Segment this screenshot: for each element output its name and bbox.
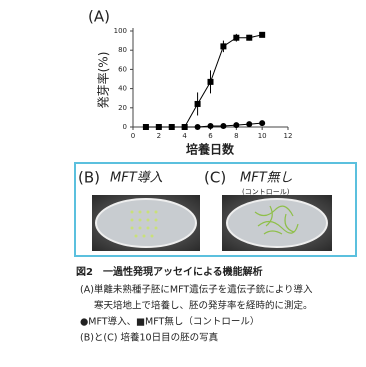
x-tick-label: 10 [258,132,267,140]
caption-line: (B)と(C) 培養10日目の胚の写真 [80,332,218,344]
caption-line: (A)単離未熟種子胚にMFT遺伝子を遺伝子銃により導入 [80,284,313,296]
x-tick-label: 12 [284,132,293,140]
series-line [145,122,263,128]
marker [207,123,214,130]
panel-a-label: (A) [88,8,110,26]
panel-b-label: (B) [78,169,100,187]
y-tick-label: 80 [118,46,127,54]
caption-line: 寒天培地上で培養し、胚の発芽率を経時的に測定。 [94,300,313,312]
caption-title: 図2 一過性発現アッセイによる機能解析 [76,265,263,278]
y-axis-label: 発芽率(%) [96,52,111,109]
petri-dish [226,198,328,248]
marker [220,123,227,130]
y-tick-label: 60 [118,65,127,73]
panel-b-title: MFT導入 [110,171,163,186]
y-tick-label: 20 [118,104,127,112]
panel-c-label: (C) [204,169,226,187]
marker [246,34,253,41]
series-line [145,34,263,128]
x-tick-label: 6 [208,132,213,140]
petri-dish [95,198,197,248]
seedlings [254,205,299,235]
marker [194,100,201,107]
marker [207,78,214,85]
y-tick-label: 0 [123,123,127,131]
marker [233,122,240,129]
marker [246,121,253,128]
y-tick-label: 40 [118,85,127,93]
marker [155,124,162,130]
marker [194,124,201,130]
marker [259,120,266,127]
marker [259,31,266,38]
x-tick-label: 8 [234,132,238,140]
x-tick-label: 0 [131,132,135,140]
marker [220,43,227,50]
photo-frame [74,162,357,257]
embryos [130,210,158,238]
y-tick-label: 100 [114,27,127,35]
x-axis-label: 培養日数 [186,142,235,157]
marker [181,124,188,130]
marker [233,34,240,41]
x-tick-label: 4 [182,132,187,140]
caption-line: ●MFT導入、■MFT無し（コントロール） [80,316,259,328]
marker [142,124,149,130]
x-tick-label: 2 [157,132,161,140]
panel-c-title: MFT無し [240,171,293,186]
marker [168,124,175,130]
panel-c-subtitle: (コントロール) [242,188,290,196]
